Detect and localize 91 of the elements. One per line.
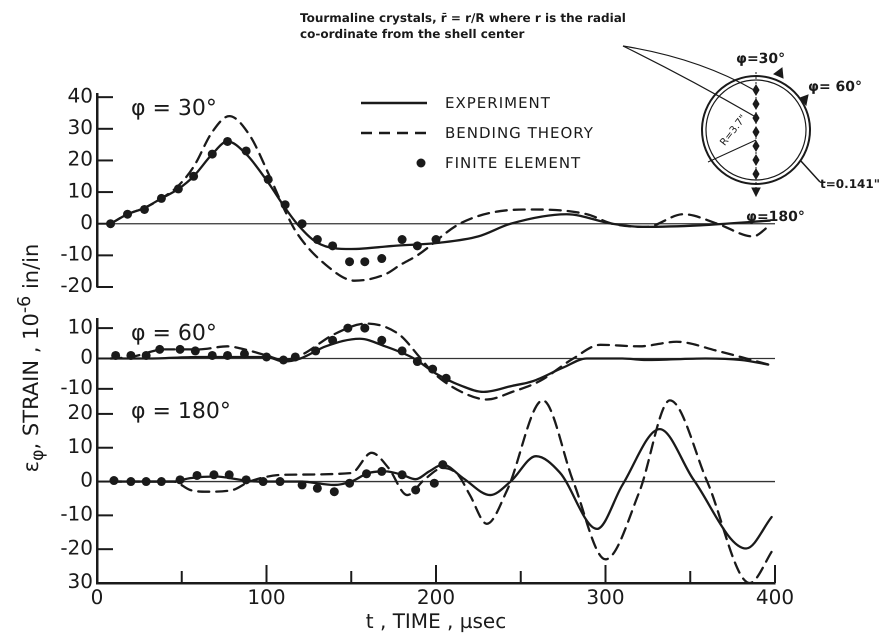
point [242, 146, 251, 156]
point [264, 174, 273, 184]
point [123, 210, 132, 219]
point [360, 324, 370, 333]
point [298, 219, 307, 228]
point [328, 241, 338, 250]
y-tick-label: -10 [60, 375, 93, 400]
point [240, 349, 249, 358]
y-tick-label: 30 [68, 569, 93, 594]
point [343, 324, 352, 333]
point [428, 364, 438, 374]
y-tick-label: 40 [68, 83, 93, 108]
point [208, 350, 217, 360]
y-tick-label: 0 [80, 468, 93, 492]
text: t=0.141" [820, 176, 880, 192]
point [290, 352, 300, 362]
point [412, 241, 422, 250]
point [262, 352, 271, 362]
x-tick-label: 400 [756, 585, 794, 610]
point [438, 460, 448, 470]
point [398, 235, 407, 244]
point [155, 344, 164, 354]
point [345, 257, 354, 266]
x-tick-label: 300 [586, 585, 625, 610]
point [412, 357, 422, 366]
point [345, 478, 354, 488]
point [362, 469, 372, 478]
point [126, 350, 136, 360]
y-tick-label: 0 [80, 344, 93, 369]
annotation: φ=180° [746, 208, 805, 227]
point [377, 254, 386, 264]
point [276, 477, 285, 486]
point [142, 477, 151, 486]
chart-title: φ = 60° [131, 321, 217, 346]
y-tick-label: 10 [68, 434, 93, 458]
text: φ=30° [736, 50, 786, 69]
y-tick-label: -20 [60, 535, 93, 560]
y-tick-label: 10 [68, 314, 93, 338]
point [258, 477, 268, 486]
point [156, 477, 166, 486]
point [377, 336, 386, 345]
text: φ= 60° [808, 78, 862, 97]
point [176, 344, 185, 354]
x-tick-label: 200 [416, 585, 456, 610]
point [328, 336, 338, 345]
point [311, 346, 320, 356]
y-tick-label: -10 [60, 242, 93, 266]
point [398, 470, 407, 480]
point [140, 204, 149, 214]
point [398, 346, 407, 356]
y-tick-label: -20 [60, 273, 93, 298]
y-tick-label: 0 [80, 210, 93, 234]
y-tick-label: 10 [68, 178, 93, 202]
legend-label: EXPERIMENT [445, 94, 551, 112]
y-tick-label: 30 [68, 115, 93, 140]
point [223, 350, 232, 360]
point [278, 356, 288, 364]
point [224, 470, 234, 480]
point [442, 374, 451, 383]
y-tick-label: 20 [68, 146, 93, 171]
point [312, 235, 322, 244]
y-tick-label: -10 [60, 502, 93, 526]
point [330, 487, 339, 496]
y-tick-label: 20 [68, 400, 93, 424]
point [142, 350, 151, 360]
point [208, 150, 217, 159]
x-axis-title: t , TIME , μsec [366, 609, 506, 634]
point [189, 172, 198, 181]
point [192, 470, 202, 480]
point [312, 484, 322, 493]
x-tick-label: 100 [247, 585, 286, 610]
point [111, 350, 120, 360]
chart-title: φ = 180° [131, 399, 231, 424]
legend-label: BENDING THEORY [445, 124, 594, 142]
point [126, 477, 136, 486]
point [411, 486, 420, 494]
legend-label: FINITE ELEMENT [445, 154, 582, 172]
point [174, 184, 183, 194]
point [190, 346, 200, 356]
point [242, 475, 251, 484]
point [360, 257, 370, 266]
chart-title: φ = 30° [131, 96, 217, 121]
text: Tourmaline crystals, r̄ = r/R where r is the radial co-ordinate from the shell center [300, 10, 627, 42]
point [209, 470, 218, 480]
point [176, 475, 185, 484]
point [377, 466, 386, 476]
point [430, 478, 439, 488]
point [223, 136, 232, 146]
point [280, 200, 290, 210]
point [156, 194, 166, 203]
point [298, 480, 307, 490]
